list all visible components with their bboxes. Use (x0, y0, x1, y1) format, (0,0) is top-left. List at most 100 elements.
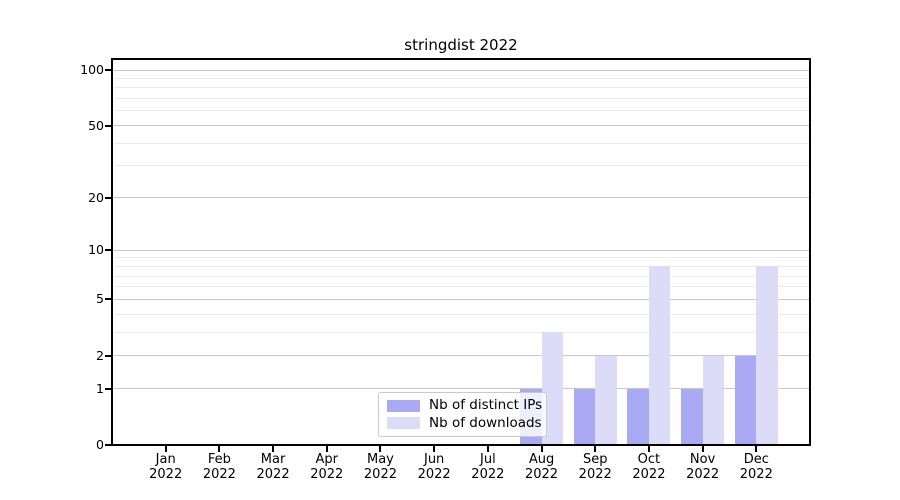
x-tick-year: 2022 (256, 467, 290, 482)
x-tick-month: Feb (207, 452, 231, 467)
x-tick (755, 446, 758, 452)
chart-title: stringdist 2022 (404, 36, 518, 54)
gridline-major (112, 298, 810, 300)
x-tick-year: 2022 (417, 467, 451, 482)
x-tick-month: Mar (260, 452, 286, 467)
x-tick-label: Aug 2022 (514, 452, 570, 482)
y-tick (105, 354, 111, 357)
x-tick-month: May (367, 452, 394, 467)
x-tick-month: Jul (480, 452, 496, 467)
x-tick-year: 2022 (632, 467, 666, 482)
x-tick-label: Jan 2022 (138, 452, 194, 482)
y-tick-label: 10 (88, 242, 104, 258)
y-tick (105, 444, 111, 446)
y-tick-label: 2 (96, 347, 104, 363)
x-tick-label: Feb 2022 (191, 452, 247, 482)
bar-distinct-ips (734, 355, 757, 445)
x-tick (433, 446, 436, 452)
gridline-minor (112, 98, 810, 100)
x-tick (701, 446, 704, 452)
x-tick-year: 2022 (686, 467, 720, 482)
y-tick (105, 69, 111, 71)
y-tick-label: 50 (88, 117, 104, 133)
gridline-minor (112, 265, 810, 267)
x-tick-month: Apr (315, 452, 339, 467)
legend-swatch-downloads (387, 417, 420, 430)
x-tick (486, 446, 489, 452)
legend-label-downloads: Nb of downloads (429, 414, 542, 431)
gridline-minor (112, 275, 810, 277)
gridline-minor (112, 331, 810, 333)
bar-distinct-ips (681, 388, 703, 445)
x-tick-label: Dec 2022 (728, 452, 784, 482)
x-tick (272, 446, 275, 452)
y-tick-label: 1 (96, 380, 104, 396)
x-tick-month: Dec (743, 452, 769, 467)
bar-distinct-ips (627, 388, 649, 445)
y-tick-label: 5 (96, 291, 104, 307)
legend-swatch-distinct-ips (387, 399, 420, 412)
bar-downloads (702, 355, 725, 445)
gridline-major (112, 197, 810, 199)
x-tick-month: Oct (637, 452, 661, 467)
x-tick-month: Sep (582, 452, 608, 467)
x-tick-month: Jan (155, 452, 176, 467)
gridline-major (112, 249, 810, 251)
x-tick-year: 2022 (149, 467, 183, 482)
x-tick-year: 2022 (202, 467, 236, 482)
bar-distinct-ips (573, 388, 596, 445)
gridline-minor (112, 165, 810, 167)
x-tick-year: 2022 (471, 467, 505, 482)
x-tick-year: 2022 (524, 467, 559, 482)
x-tick-label: Jul 2022 (460, 452, 516, 482)
x-tick-month: Aug (528, 452, 555, 467)
gridline-major (112, 355, 810, 357)
bar-downloads (648, 266, 671, 445)
bar-downloads (756, 266, 778, 445)
gridline-minor (112, 313, 810, 315)
y-tick (105, 196, 111, 199)
x-tick-year: 2022 (578, 467, 612, 482)
y-tick-label: 20 (88, 189, 104, 205)
y-tick (105, 124, 111, 127)
gridline-minor (112, 257, 810, 259)
y-tick (105, 298, 111, 301)
gridline-major (112, 69, 810, 71)
y-tick-label: 0 (96, 437, 104, 452)
x-tick-year: 2022 (310, 467, 344, 482)
bar-downloads (595, 355, 617, 445)
x-tick (594, 446, 597, 452)
x-tick-year: 2022 (363, 467, 397, 482)
x-tick-label: Sep 2022 (567, 452, 623, 482)
y-tick (105, 249, 111, 252)
gridline-major (112, 388, 810, 390)
y-tick-label: 100 (80, 62, 104, 77)
x-tick-label: Jun 2022 (406, 452, 462, 482)
x-tick-label: Nov 2022 (675, 452, 731, 482)
x-tick-label: Oct 2022 (621, 452, 677, 482)
gridline-minor (112, 110, 810, 112)
legend-item-downloads: Nb of downloads (387, 416, 542, 431)
gridline-major (112, 125, 810, 127)
legend: Nb of distinct IPs Nb of downloads (378, 392, 547, 437)
gridline-minor (112, 87, 810, 89)
gridline-minor (112, 142, 810, 144)
x-tick-label: Apr 2022 (299, 452, 355, 482)
legend-label-distinct-ips: Nb of distinct IPs (429, 397, 543, 413)
x-tick (325, 446, 328, 452)
x-tick-year: 2022 (739, 467, 773, 482)
gridline-minor (112, 286, 810, 288)
x-tick-label: Mar 2022 (245, 452, 301, 482)
legend-item-distinct-ips: Nb of distinct IPs (387, 398, 542, 413)
x-tick (647, 446, 650, 452)
x-tick-month: Nov (689, 452, 716, 467)
x-tick (540, 446, 543, 452)
x-tick (379, 446, 382, 452)
y-tick (105, 387, 111, 390)
x-tick-label: May 2022 (352, 452, 408, 482)
x-tick (218, 446, 221, 452)
gridline-minor (112, 77, 810, 79)
x-tick-month: Jun (423, 452, 445, 467)
x-tick (164, 446, 167, 452)
